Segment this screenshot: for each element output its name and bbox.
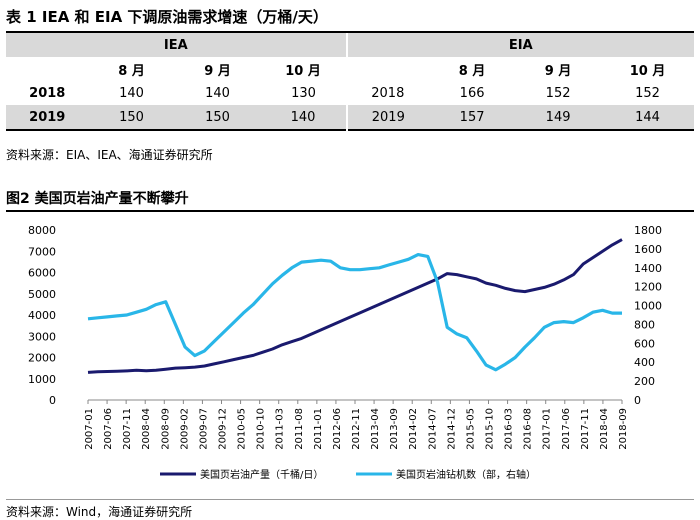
y-right-tick-label: 1000: [634, 300, 662, 313]
y-left-tick-label: 3000: [28, 330, 56, 343]
x-tick-label: 2009-07: [198, 408, 209, 450]
x-tick-label: 2017-11: [580, 408, 591, 450]
y-right-tick-label: 200: [634, 375, 655, 388]
y-right-tick-label: 800: [634, 318, 655, 331]
table-source: 资料来源：EIA、IEA、海通证券研究所: [6, 148, 213, 162]
y-left-tick-label: 1000: [28, 373, 56, 386]
x-tick-label: 2014-12: [446, 408, 457, 450]
x-tick-label: 2017-01: [542, 408, 553, 450]
x-tick-label: 2007-06: [103, 408, 114, 450]
y-right-tick-label: 0: [634, 394, 641, 407]
month-header: 8 月: [118, 63, 145, 79]
y-right-tick-label: 1600: [634, 243, 662, 256]
table-row: 2018 140 140 130 2018 166 152 152: [6, 81, 694, 105]
table-cell: 140: [260, 105, 348, 130]
production-line: [87, 238, 623, 374]
figure-source: 资料来源：Wind，海通证券研究所: [6, 505, 193, 519]
month-header: 9 月: [544, 63, 572, 79]
y-left-tick-label: 0: [49, 394, 56, 407]
y-left-tick-label: 8000: [28, 224, 56, 237]
x-tick-label: 2008-09: [160, 408, 171, 450]
y-left-tick-label: 2000: [28, 352, 56, 365]
group-header-iea: IEA: [6, 33, 348, 57]
table-cell: 130: [291, 85, 316, 101]
x-tick-label: 2011-01: [313, 408, 324, 450]
y-left-tick-label: 6000: [28, 267, 56, 280]
x-tick-label: 2016-08: [523, 408, 534, 450]
x-tick-label: 2010-10: [256, 408, 267, 450]
table-cell: 150: [205, 109, 230, 125]
row-year: 2018: [29, 85, 66, 101]
table-cell: 157: [459, 109, 485, 125]
demand-growth-table: IEA EIA 8 月 9 月 10 月 8 月 9 月 10 月 2018 1…: [6, 33, 694, 131]
y-left-tick-label: 5000: [28, 288, 56, 301]
x-tick-label: 2011-03: [275, 408, 286, 450]
x-tick-label: 2014-02: [408, 408, 419, 450]
x-tick-label: 2008-04: [141, 408, 152, 450]
x-tick-label: 2016-03: [504, 408, 515, 450]
x-tick-label: 2015-10: [485, 408, 496, 450]
x-tick-label: 2007-01: [84, 408, 95, 450]
month-header: 10 月: [629, 63, 666, 79]
table-cell: 140: [119, 85, 144, 101]
row-year: 2019: [371, 109, 405, 125]
month-header: 9 月: [204, 63, 231, 79]
row-year: 2019: [29, 109, 66, 125]
figure-title: 图2 美国页岩油产量不断攀升: [6, 188, 694, 212]
month-header: 8 月: [458, 63, 486, 79]
table-cell: 144: [635, 109, 660, 125]
table-cell: 152: [635, 85, 660, 101]
shale-oil-chart: 0 1000 2000 3000 4000 5000 6000 7000 8000 0 200 400…: [28, 224, 662, 481]
month-header: 10 月: [260, 57, 348, 81]
x-tick-label: 2018-04: [599, 408, 610, 450]
x-tick-label: 2013-09: [389, 408, 400, 450]
y-left-tick-label: 7000: [28, 245, 56, 258]
x-tick-label: 2010-05: [237, 408, 248, 450]
divider: [6, 499, 694, 500]
table-title: 表 1 IEA 和 EIA 下调原油需求增速（万桶/天）: [6, 4, 694, 33]
y-right-tick-label: 1200: [634, 281, 662, 294]
x-tick-label: 2009-12: [218, 408, 229, 450]
y-right-tick-label: 1400: [634, 262, 662, 275]
x-tick-label: 2014-07: [427, 408, 438, 450]
x-tick-label: 2012-06: [332, 408, 343, 450]
table-cell: 166: [459, 85, 485, 101]
x-tick-label: 2007-11: [122, 408, 133, 450]
table-cell: 152: [545, 85, 571, 101]
x-tick-label: 2018-09: [618, 408, 629, 450]
x-tick-label: 2012-11: [351, 408, 362, 450]
y-right-tick-label: 1800: [634, 224, 662, 237]
y-right-tick-label: 400: [634, 356, 655, 369]
rig-count-line: [87, 253, 622, 372]
legend-label-production: 美国页岩油产量（千桶/日）: [200, 468, 323, 481]
x-tick-label: 2013-04: [370, 408, 381, 450]
table-cell: 140: [205, 85, 230, 101]
table-cell: 149: [545, 109, 571, 125]
legend-label-rigs: 美国页岩油钻机数（部，右轴）: [396, 468, 536, 481]
x-tick-label: 2009-02: [179, 408, 190, 450]
y-right-tick-label: 600: [634, 337, 655, 350]
table-row: 2019 150 150 140 2019 157 149 144: [6, 105, 694, 130]
x-tick-label: 2015-05: [465, 408, 476, 450]
y-left-tick-label: 4000: [28, 309, 56, 322]
group-header-eia: EIA: [346, 33, 694, 57]
table-cell: 150: [119, 109, 144, 125]
row-year: 2018: [371, 85, 405, 101]
x-tick-label: 2017-06: [561, 408, 572, 450]
x-tick-label: 2011-08: [294, 408, 305, 450]
